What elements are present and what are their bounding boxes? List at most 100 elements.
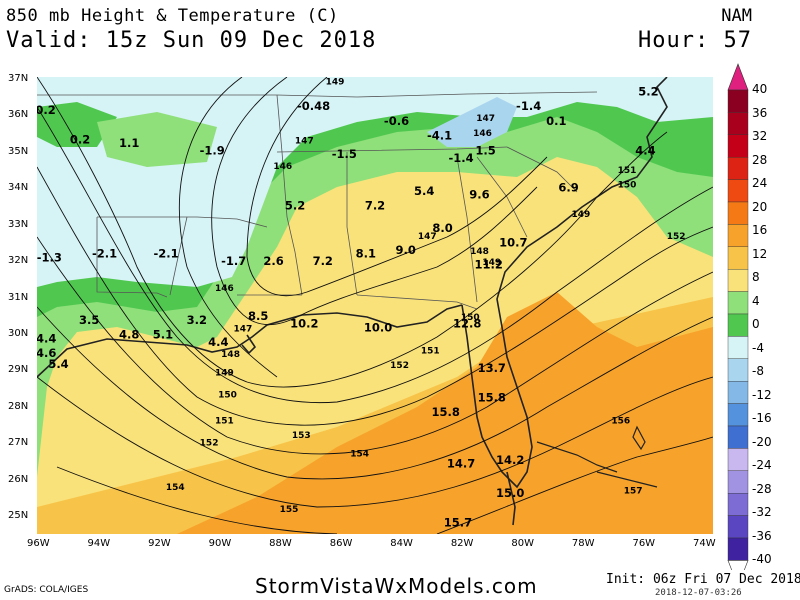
colorbar-cell: [727, 358, 749, 382]
temperature-label: 10.2: [290, 317, 318, 331]
temperature-label: 5.1: [153, 328, 173, 342]
height-label: 153: [292, 431, 311, 441]
height-label: 155: [280, 505, 299, 515]
temperature-label: 9.0: [396, 243, 416, 257]
height-label: 146: [215, 284, 234, 294]
lat-tick-label: 30N: [8, 327, 29, 339]
colorbar-label: 12: [752, 246, 768, 261]
colorbar-cell: [727, 268, 749, 292]
lon-tick-label: 90W: [208, 538, 232, 549]
colorbar-label: -8: [752, 364, 764, 379]
temperature-label: 2.6: [263, 254, 283, 268]
temperature-label: -0.6: [384, 114, 409, 128]
temperature-label: 5.4: [48, 357, 68, 371]
state-boundaries: [37, 91, 598, 310]
temperature-label: 15.8: [478, 390, 506, 404]
cold-pocket: [427, 97, 517, 147]
colorbar-label: 28: [752, 152, 768, 167]
colorbar-label: 8: [752, 270, 760, 285]
temperature-label: 11.2: [475, 258, 503, 272]
colorbar-label: -24: [752, 458, 772, 473]
temperature-label: 3.5: [79, 313, 99, 327]
height-labels: 1491471461461471511501491471481491521461…: [166, 77, 686, 515]
height-label: 149: [326, 77, 345, 87]
colorbar-bottom-arrow: [727, 560, 749, 570]
temperature-label: 5.2: [638, 84, 658, 98]
site-url[interactable]: StormVistaWxModels.com: [255, 574, 538, 598]
lat-tick-label: 27N: [8, 437, 29, 449]
temperature-label: 15.8: [431, 405, 459, 419]
colorbar-label: -36: [752, 528, 772, 543]
colorbar-cell: [727, 89, 749, 113]
colorbar-label: 40: [752, 82, 768, 96]
lat-tick-label: 34N: [8, 182, 29, 194]
green-patch-ok: [37, 102, 117, 147]
grads-credit: GrADS: COLA/IGES: [4, 585, 89, 595]
height-label: 150: [618, 181, 637, 191]
colorbar-cell: [727, 246, 749, 270]
lat-tick-label: 28N: [8, 400, 29, 412]
lat-tick-label: 29N: [8, 364, 29, 376]
colorbar-label: -40: [752, 552, 772, 567]
temperature-label: 1.1: [119, 136, 139, 150]
colorbar-cell: [727, 224, 749, 247]
forecast-map: -0.20.21.1-1.9-0.48-0.6-1.40.1-4.11.5-1.…: [37, 77, 713, 534]
temperature-label: 5.2: [285, 199, 305, 213]
lon-tick-label: 92W: [148, 538, 171, 549]
generated-stamp: 2018-12-07-03:26: [655, 588, 742, 598]
temperature-label: 7.2: [313, 254, 333, 268]
temperature-label: 4.4: [37, 331, 56, 345]
lon-tick-label: 76W: [632, 538, 656, 549]
temperature-label: 8.5: [248, 309, 268, 323]
temperature-label: -1.3: [37, 250, 62, 264]
lat-tick-label: 32N: [8, 255, 29, 267]
colorbar-cell: [727, 537, 749, 561]
height-label: 147: [418, 232, 437, 242]
colorbar-cell: [727, 425, 749, 449]
temperature-label: 4.6: [37, 346, 56, 360]
temperature-label: -0.2: [37, 103, 56, 117]
colorbar-top-arrow: [727, 63, 749, 91]
colorbar: [727, 63, 749, 570]
colorbar-cell: [727, 493, 749, 516]
temperature-label: 15.0: [496, 486, 524, 500]
height-label: 151: [618, 166, 637, 176]
height-label: 156: [611, 416, 630, 426]
height-label: 148: [221, 350, 240, 360]
temperature-label: 14.2: [496, 453, 524, 467]
height-label: 152: [667, 232, 686, 242]
colorbar-label: 32: [752, 129, 768, 144]
forecast-hour: Hour: 57: [638, 28, 752, 53]
lon-tick-label: 78W: [571, 538, 595, 549]
height-label: 146: [473, 129, 492, 139]
colorbar-label: 36: [752, 105, 768, 120]
lon-tick-label: 94W: [87, 538, 111, 549]
height-label: 152: [390, 361, 409, 371]
init-time: Init: 06z Fri 07 Dec 2018: [606, 572, 800, 587]
valid-time: Valid: 15z Sun 09 Dec 2018: [6, 28, 377, 53]
map-title: 850 mb Height & Temperature (C): [6, 6, 339, 26]
temperature-label: 14.7: [447, 457, 475, 471]
temperature-label: 3.2: [187, 313, 207, 327]
temperature-label: -1.5: [332, 147, 357, 161]
colorbar-label: 24: [752, 176, 768, 191]
temperature-label: 0.1: [546, 114, 566, 128]
temperature-label: 8.1: [356, 247, 376, 261]
temperature-label: -2.1: [153, 247, 178, 261]
lat-tick-label: 31N: [8, 291, 29, 303]
temperature-label: -2.1: [92, 247, 117, 261]
lon-tick-label: 96W: [27, 538, 50, 549]
temperature-labels: -0.20.21.1-1.9-0.48-0.6-1.40.1-4.11.5-1.…: [37, 84, 659, 529]
temperature-label: 13.7: [478, 361, 506, 375]
colorbar-cell: [727, 313, 749, 337]
temperature-label: 9.6: [469, 188, 489, 202]
temperature-label: -4.1: [427, 129, 452, 143]
colorbar-label: 4: [752, 293, 760, 308]
colorbar-label: 0: [752, 317, 760, 332]
temperature-label: 4.4: [635, 143, 655, 157]
height-label: 151: [421, 346, 440, 356]
temperature-label: 6.9: [558, 180, 578, 194]
temperature-label: -1.9: [200, 143, 225, 157]
colorbar-label: -16: [752, 411, 772, 426]
colorbar-cell: [727, 156, 749, 180]
